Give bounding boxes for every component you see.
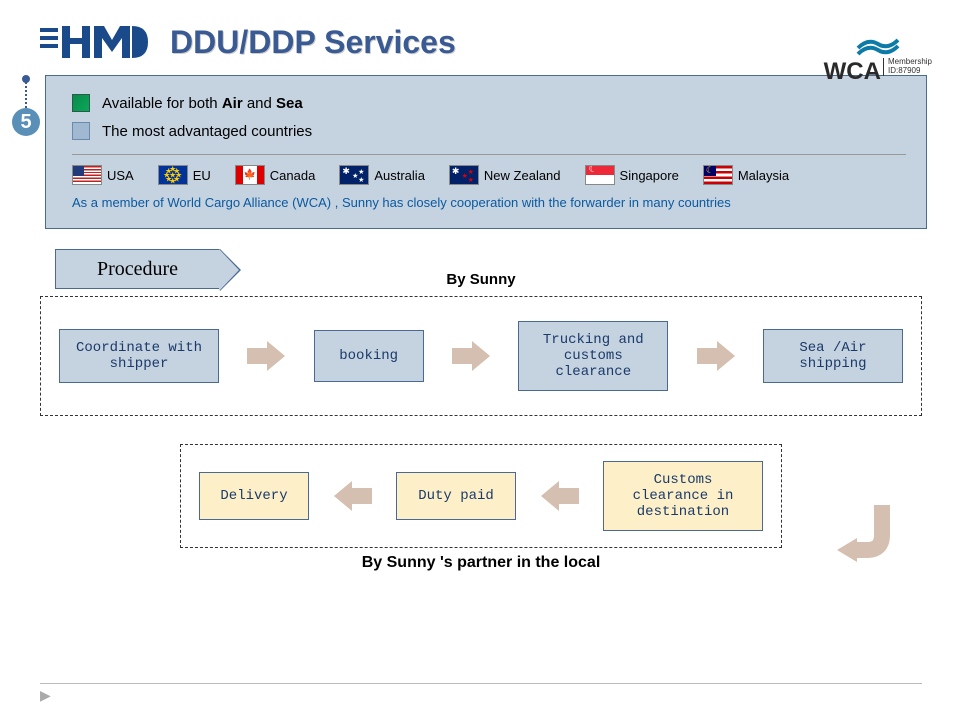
header: DDU/DDP Services WCAMembershipID:87909 [0, 0, 962, 75]
arrow-left-icon [334, 481, 372, 511]
country-ca: Canada [235, 165, 316, 185]
country-my: Malaysia [703, 165, 789, 185]
country-nz: New Zealand [449, 165, 561, 185]
step-dest-customs: Customs clearance in destination [603, 461, 763, 531]
flag-nz-icon [449, 165, 479, 185]
page-title: DDU/DDP Services [170, 24, 456, 61]
flow-top: Coordinate with shipper booking Trucking… [40, 296, 922, 416]
flag-my-icon [703, 165, 733, 185]
wca-membership: MembershipID:87909 [883, 58, 932, 76]
play-icon: ▶ [40, 687, 51, 704]
step-booking: booking [314, 330, 424, 382]
hm-logo [40, 20, 150, 65]
country-au: Australia [339, 165, 425, 185]
countries-row: USA EU Canada Australia New Zealand Sing… [72, 154, 906, 185]
flow-bottom: Delivery Duty paid Customs clearance in … [180, 444, 782, 548]
flag-usa-icon [72, 165, 102, 185]
wca-note: As a member of World Cargo Alliance (WCA… [72, 195, 906, 210]
wca-brand: WCA [824, 58, 881, 85]
procedure-label: Procedure [55, 249, 220, 289]
flag-eu-icon [158, 165, 188, 185]
step-shipping: Sea /Air shipping [763, 329, 903, 383]
step-duty: Duty paid [396, 472, 516, 520]
legend-advantage: The most advantaged countries [72, 122, 906, 140]
arrow-left-icon [541, 481, 579, 511]
green-square-icon [72, 94, 90, 112]
country-sg: Singapore [585, 165, 679, 185]
arrow-right-icon [247, 341, 285, 371]
by-partner-label: By Sunny 's partner in the local [0, 554, 962, 572]
step-delivery: Delivery [199, 472, 309, 520]
flag-ca-icon [235, 165, 265, 185]
arrow-right-icon [697, 341, 735, 371]
country-eu: EU [158, 165, 211, 185]
country-usa: USA [72, 165, 134, 185]
blue-square-icon [72, 122, 90, 140]
footer-divider [40, 683, 922, 684]
arrow-right-icon [452, 341, 490, 371]
section-number: 5 [12, 108, 40, 136]
wca-logo: WCAMembershipID:87909 [824, 30, 932, 86]
step-trucking: Trucking and customs clearance [518, 321, 668, 391]
flag-sg-icon [585, 165, 615, 185]
curve-arrow-icon [832, 500, 902, 570]
flag-au-icon [339, 165, 369, 185]
step-coordinate: Coordinate with shipper [59, 329, 219, 383]
legend-available: Available for both Air and Sea [72, 94, 906, 112]
info-panel: Available for both Air and Sea The most … [45, 75, 927, 229]
